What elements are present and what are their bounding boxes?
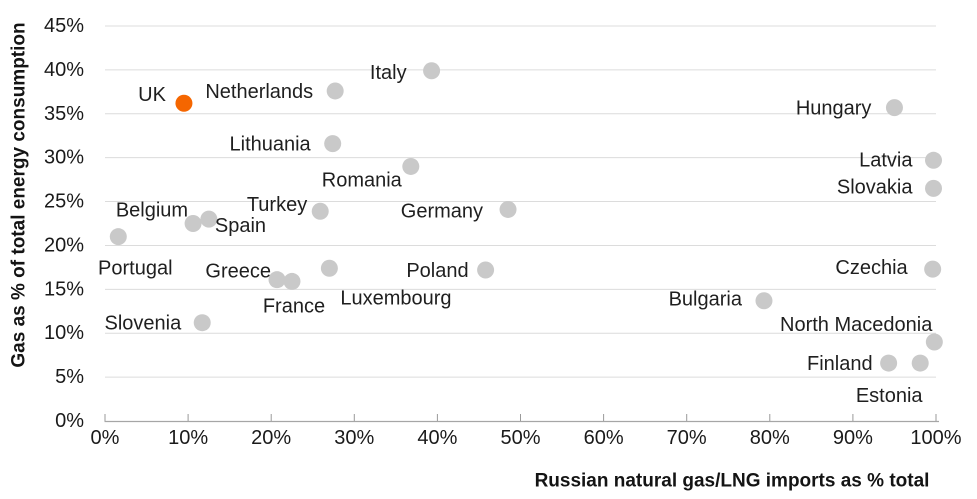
x-tick-label-80%: 80% <box>750 427 790 449</box>
y-tick-label-15%: 15% <box>44 278 84 300</box>
dot-latvia <box>925 151 943 169</box>
label-finland: Finland <box>807 353 873 375</box>
dot-luxembourg <box>320 259 338 277</box>
y-tick-label-45%: 45% <box>44 15 84 37</box>
x-tick-label-90%: 90% <box>833 427 873 449</box>
dot-slovakia <box>925 179 943 197</box>
dot-lithuania <box>324 135 342 153</box>
label-czechia: Czechia <box>835 257 908 279</box>
label-greece: Greece <box>205 261 271 283</box>
label-italy: Italy <box>370 62 407 84</box>
label-spain: Spain <box>215 215 266 237</box>
label-turkey: Turkey <box>247 194 307 216</box>
x-tick-label-40%: 40% <box>417 427 457 449</box>
x-tick-label-0%: 0% <box>91 427 120 449</box>
x-tick-label-100%: 100% <box>910 427 961 449</box>
dot-estonia <box>911 354 929 372</box>
dot-netherlands <box>326 82 344 100</box>
dot-finland <box>880 354 898 372</box>
data-points: UK Netherlands Italy Hungary Lithuania Latvia… <box>98 62 943 407</box>
dot-hungary <box>885 99 903 117</box>
y-tick-label-30%: 30% <box>44 147 84 169</box>
gridlines <box>105 25 936 378</box>
label-poland: Poland <box>406 260 468 282</box>
dot-greece <box>268 271 286 289</box>
dot-germany <box>499 200 517 218</box>
dot-belgium <box>184 215 202 232</box>
x-tick-label-50%: 50% <box>500 427 540 449</box>
label-germany: Germany <box>401 200 483 222</box>
dot-turkey <box>311 202 329 220</box>
label-luxembourg: Luxembourg <box>340 287 451 309</box>
y-tick-label-5%: 5% <box>55 366 84 388</box>
label-uk: UK <box>138 84 166 106</box>
dot-france <box>283 272 301 290</box>
dot-romania <box>402 157 420 175</box>
label-latvia: Latvia <box>859 149 913 171</box>
y-tick-label-35%: 35% <box>44 103 84 125</box>
dot-spain <box>200 210 218 228</box>
label-estonia: Estonia <box>856 385 924 407</box>
x-axis-title: Russian natural gas/LNG imports as % tot… <box>535 471 930 492</box>
y-tick-label-20%: 20% <box>44 234 84 256</box>
label-bulgaria: Bulgaria <box>669 289 743 311</box>
label-belgium: Belgium <box>116 200 188 222</box>
x-tick-label-30%: 30% <box>334 427 374 449</box>
label-slovakia: Slovakia <box>837 176 913 198</box>
dot-poland <box>477 261 495 279</box>
dot-uk <box>175 94 193 112</box>
label-lithuania: Lithuania <box>230 134 312 156</box>
y-axis-title: Gas as % of total energy consumption <box>9 22 30 367</box>
dot-portugal <box>109 228 127 246</box>
y-tick-label-40%: 40% <box>44 59 84 81</box>
y-axis: 0% 5% 10% 15% 20% 25% 30% 35% 40% 45% <box>44 15 84 432</box>
x-tick-label-70%: 70% <box>667 427 707 449</box>
x-tick-label-60%: 60% <box>584 427 624 449</box>
x-tick-label-20%: 20% <box>251 427 291 449</box>
dot-north-macedonia <box>925 333 943 351</box>
label-portugal: Portugal <box>98 258 173 280</box>
label-netherlands: Netherlands <box>205 81 313 103</box>
x-axis: 0% 10% 20% 30% 40% 50% 60% 70% 80% 90% 100% <box>91 414 962 449</box>
label-north-macedonia: North Macedonia <box>780 314 933 336</box>
label-france: France <box>263 295 325 317</box>
label-hungary: Hungary <box>796 98 872 120</box>
dot-slovenia <box>193 314 211 332</box>
label-romania: Romania <box>322 169 403 191</box>
y-tick-label-0%: 0% <box>55 410 84 432</box>
y-tick-label-10%: 10% <box>44 322 84 344</box>
dot-bulgaria <box>755 292 773 310</box>
dot-italy <box>423 62 441 80</box>
dot-czechia <box>924 260 942 278</box>
label-slovenia: Slovenia <box>105 313 183 335</box>
x-tick-label-10%: 10% <box>168 427 208 449</box>
y-tick-label-25%: 25% <box>44 191 84 213</box>
